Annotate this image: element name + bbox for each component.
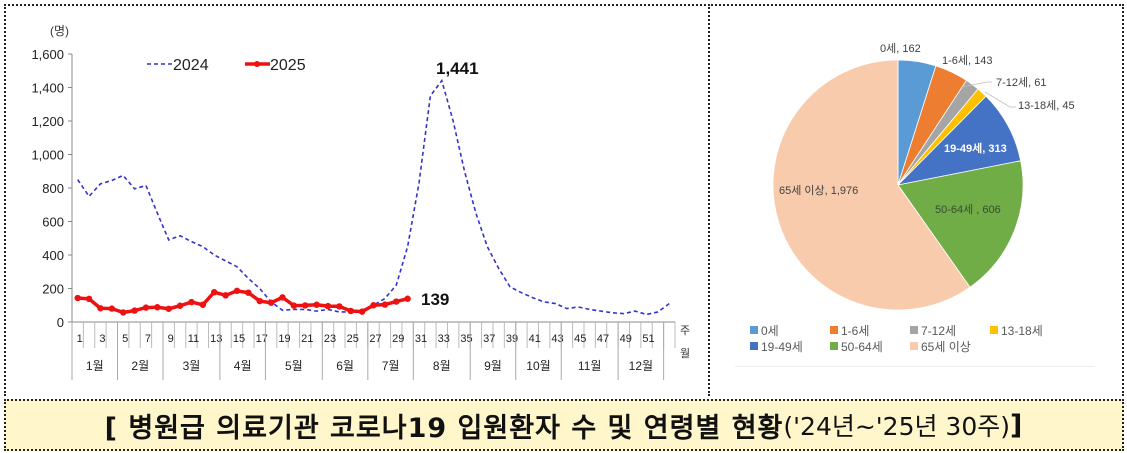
legend-swatch-icon — [830, 326, 838, 334]
peak-value-label: 1,441 — [436, 59, 479, 78]
svg-text:17: 17 — [256, 333, 268, 345]
svg-text:15: 15 — [233, 333, 245, 345]
svg-text:27: 27 — [369, 333, 381, 345]
svg-text:0: 0 — [57, 315, 64, 330]
svg-text:51: 51 — [642, 333, 654, 345]
svg-text:400: 400 — [42, 248, 64, 263]
svg-text:6월: 6월 — [336, 359, 354, 373]
pie-legend-item: 0세 — [750, 322, 830, 339]
svg-text:21: 21 — [301, 333, 313, 345]
x-axis-month-label: 월 — [680, 347, 690, 360]
svg-text:37: 37 — [483, 333, 495, 345]
y-axis: 0 200 400 600 800 1,000 1,200 1,400 1,600 — [31, 47, 73, 330]
pie-label-65-plus: 65세 이상, 1,976 — [779, 184, 858, 197]
legend: 2024 2025 — [147, 57, 306, 74]
svg-text:5: 5 — [122, 333, 128, 345]
svg-text:4월: 4월 — [234, 359, 252, 373]
pie-label-0: 0세, 162 — [880, 42, 921, 55]
legend-swatch-icon — [750, 326, 758, 334]
pie-chart: 0세, 162 1-6세, 143 7-12세, 61 13-18세, 45 1… — [772, 42, 1075, 311]
pie-label-13-18: 13-18세, 45 — [1018, 99, 1075, 112]
svg-text:49: 49 — [620, 333, 632, 345]
legend-2025-label: 2025 — [270, 57, 306, 74]
legend-swatch-icon — [750, 342, 758, 350]
x-axis-week-label: 주 — [680, 325, 690, 337]
pie-legend-item: 7-12세 — [910, 322, 990, 339]
svg-text:47: 47 — [597, 333, 609, 345]
legend-swatch-icon — [990, 326, 998, 334]
svg-text:29: 29 — [392, 333, 404, 345]
pie-slice — [772, 59, 971, 311]
svg-text:1월: 1월 — [86, 359, 104, 373]
svg-text:35: 35 — [460, 333, 472, 345]
svg-text:7월: 7월 — [382, 359, 400, 373]
svg-text:19: 19 — [278, 333, 290, 345]
x-axis: 1 3 5 7 9 11 13 15 17 19 21 23 25 27 29 31 33 35 37 39 41 43 4… — [71, 321, 676, 380]
pie-label-19-49: 19-49세, 313 — [944, 141, 1007, 155]
svg-text:25: 25 — [347, 333, 359, 345]
legend-2025-marker — [254, 61, 260, 67]
svg-text:11월: 11월 — [578, 359, 602, 373]
series-2025-markers — [74, 287, 411, 316]
pie-label-7-12: 7-12세, 61 — [996, 76, 1046, 89]
svg-text:3: 3 — [99, 333, 105, 345]
svg-text:39: 39 — [506, 333, 518, 345]
svg-text:45: 45 — [574, 333, 586, 345]
pie-label-1-6: 1-6세, 143 — [942, 54, 992, 67]
svg-text:41: 41 — [529, 333, 541, 345]
legend-swatch-icon — [910, 326, 918, 334]
last-value-label: 139 — [421, 290, 449, 309]
pie-leader-lines — [961, 81, 1016, 108]
caption-close-bracket: ] — [1010, 409, 1024, 441]
pie-legend-item: 50-64세 — [830, 338, 910, 355]
caption-title: [ 병원급 의료기관 코로나19 입원환자 수 및 연령별 현황 — [104, 412, 784, 444]
svg-text:200: 200 — [42, 282, 64, 297]
y-unit-label: (명) — [50, 24, 69, 38]
svg-text:1,200: 1,200 — [31, 114, 64, 129]
svg-text:800: 800 — [42, 181, 64, 196]
line-chart-panel — [4, 4, 710, 396]
svg-text:9: 9 — [168, 333, 174, 345]
svg-text:1,600: 1,600 — [31, 47, 64, 62]
legend-swatch-icon — [830, 342, 838, 350]
legend-2024-label: 2024 — [173, 57, 209, 74]
pie-label-50-64: 50-64세 , 606 — [935, 203, 1001, 216]
pie-legend-item: 19-49세 — [750, 338, 830, 355]
svg-text:13: 13 — [210, 333, 222, 345]
svg-text:43: 43 — [551, 333, 563, 345]
pie-legend-item: 13-18세 — [990, 322, 1070, 339]
caption-bar: [ 병원급 의료기관 코로나19 입원환자 수 및 연령별 현황 ('24년~'… — [4, 399, 1124, 451]
svg-text:8월: 8월 — [433, 359, 451, 373]
svg-text:33: 33 — [438, 333, 450, 345]
caption-period: ('24년~'25년 30주) — [783, 412, 1010, 441]
pie-legend-item: 1-6세 — [830, 322, 910, 339]
svg-text:9월: 9월 — [484, 359, 502, 373]
svg-text:23: 23 — [324, 333, 336, 345]
svg-text:5월: 5월 — [285, 359, 303, 373]
svg-text:11: 11 — [188, 333, 199, 345]
svg-text:1: 1 — [77, 333, 83, 345]
svg-text:1,000: 1,000 — [31, 148, 64, 163]
legend-swatch-icon — [910, 342, 918, 350]
pie-legend-item: 65세 이상 — [910, 338, 990, 355]
svg-text:600: 600 — [42, 215, 64, 230]
pie-legend-divider — [735, 366, 1095, 367]
pie-legend: 0세 1-6세 7-12세 13-18세 19-49세 50-64세 65세 이… — [750, 322, 1090, 354]
svg-text:2월: 2월 — [131, 359, 149, 373]
svg-text:31: 31 — [415, 333, 427, 345]
svg-text:3월: 3월 — [183, 359, 201, 373]
svg-text:1,400: 1,400 — [31, 81, 64, 96]
pie-slice — [897, 160, 1024, 288]
svg-text:12월: 12월 — [629, 359, 653, 373]
pie-chart-panel — [708, 4, 1124, 396]
pie-slices — [772, 59, 1024, 311]
svg-text:10월: 10월 — [526, 359, 550, 373]
svg-text:7: 7 — [145, 333, 151, 345]
